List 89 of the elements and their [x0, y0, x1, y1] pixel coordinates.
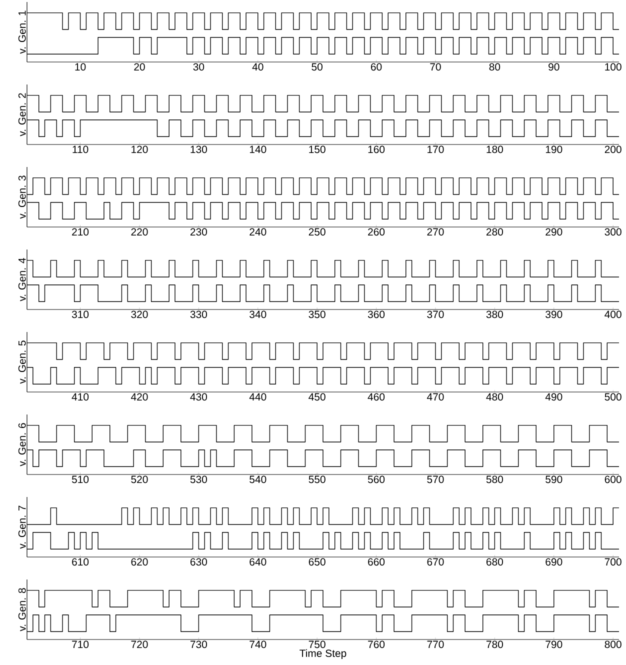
- x-tick-label: 680: [486, 558, 503, 566]
- y-axis-title: v. Gen. 2: [18, 93, 26, 136]
- x-tick-label: 300: [604, 228, 622, 236]
- x-tick-label: 780: [486, 640, 503, 648]
- x-tick-label: 720: [131, 640, 148, 648]
- x-tick-label: 440: [249, 393, 266, 401]
- x-tick-label: 140: [250, 146, 266, 154]
- x-tick-label: 550: [308, 476, 326, 484]
- x-tick-label: 430: [190, 393, 207, 401]
- x-tick-label: 480: [486, 393, 503, 401]
- x-tick-label: 380: [486, 310, 503, 318]
- x-tick-label: 730: [190, 640, 207, 648]
- x-tick-label: 220: [131, 228, 148, 236]
- y-axis-title: v. Gen. 4: [18, 258, 26, 302]
- x-tick-label: 210: [72, 228, 89, 236]
- x-tick-label: 750: [308, 640, 326, 648]
- x-tick-label: 630: [190, 558, 207, 566]
- x-tick-label: 100: [605, 63, 622, 71]
- x-tick-label: 370: [427, 310, 444, 318]
- x-tick-label: 80: [489, 63, 500, 71]
- y-axis-title: v. Gen. 7: [18, 506, 26, 549]
- x-tick-label: 470: [426, 393, 444, 401]
- y-axis-title: v. Gen. 3: [18, 176, 26, 219]
- x-tick-label: 160: [368, 146, 385, 154]
- x-tick-label: 30: [193, 63, 204, 71]
- x-tick-label: 330: [190, 310, 207, 318]
- x-tick-label: 20: [134, 63, 145, 71]
- x-tick-label: 70: [430, 63, 441, 71]
- x-tick-label: 260: [368, 228, 385, 236]
- x-tick-label: 240: [250, 228, 266, 236]
- x-tick-label: 10: [75, 63, 86, 71]
- x-tick-label: 340: [250, 310, 266, 318]
- x-tick-label: 650: [308, 558, 326, 566]
- x-tick-label: 710: [72, 640, 89, 648]
- x-tick-label: 150: [309, 146, 326, 154]
- x-tick-label: 200: [604, 146, 622, 154]
- x-tick-label: 120: [132, 146, 148, 154]
- x-tick-label: 610: [72, 558, 89, 566]
- x-tick-label: 360: [368, 310, 385, 318]
- x-tick-label: 570: [427, 476, 444, 484]
- x-tick-label: 670: [427, 558, 444, 566]
- x-tick-label: 700: [604, 558, 622, 566]
- x-tick-label: 420: [130, 393, 148, 401]
- x-tick-label: 770: [427, 640, 444, 648]
- x-tick-label: 600: [604, 476, 622, 484]
- y-axis-title: v. Gen. 5: [18, 340, 26, 384]
- x-tick-label: 50: [312, 63, 322, 71]
- x-tick-label: 230: [190, 228, 207, 236]
- x-tick-label: 270: [427, 228, 444, 236]
- x-tick-label: 520: [131, 476, 148, 484]
- x-tick-label: 400: [604, 310, 622, 318]
- x-tick-label: 660: [368, 558, 385, 566]
- x-tick-label: 560: [368, 476, 385, 484]
- x-tick-label: 640: [250, 558, 266, 566]
- x-tick-label: 510: [72, 476, 89, 484]
- x-tick-label: 280: [486, 228, 503, 236]
- y-axis-title: v. Gen. 6: [18, 423, 26, 466]
- x-tick-label: 180: [486, 146, 503, 154]
- x-tick-label: 790: [546, 640, 562, 648]
- x-tick-label: 130: [190, 146, 207, 154]
- x-tick-label: 460: [368, 393, 385, 401]
- x-tick-label: 320: [131, 310, 148, 318]
- x-tick-label: 170: [428, 146, 444, 154]
- x-tick-label: 410: [72, 393, 89, 401]
- x-tick-label: 530: [190, 476, 207, 484]
- y-axis-title: v. Gen. 8: [18, 588, 26, 632]
- x-tick-label: 620: [131, 558, 148, 566]
- x-tick-label: 60: [370, 63, 382, 71]
- x-tick-label: 580: [486, 476, 503, 484]
- x-tick-label: 690: [546, 558, 562, 566]
- x-axis-title: Time Step: [300, 649, 346, 660]
- x-tick-label: 800: [604, 640, 622, 648]
- x-tick-label: 350: [308, 310, 326, 318]
- x-tick-label: 390: [546, 310, 562, 318]
- x-tick-label: 190: [546, 146, 562, 154]
- x-tick-label: 760: [368, 640, 385, 648]
- x-tick-label: 740: [250, 640, 266, 648]
- x-tick-label: 500: [604, 393, 622, 401]
- x-tick-label: 90: [548, 63, 560, 71]
- y-axis-title: v. Gen. 1: [18, 10, 26, 54]
- x-tick-label: 290: [546, 228, 562, 236]
- x-tick-label: 310: [72, 310, 89, 318]
- x-tick-label: 590: [546, 476, 562, 484]
- x-tick-label: 250: [308, 228, 326, 236]
- x-tick-label: 110: [72, 146, 88, 154]
- x-tick-label: 450: [308, 393, 326, 401]
- x-tick-label: 540: [250, 476, 266, 484]
- x-tick-label: 40: [252, 63, 264, 71]
- x-tick-label: 490: [545, 393, 562, 401]
